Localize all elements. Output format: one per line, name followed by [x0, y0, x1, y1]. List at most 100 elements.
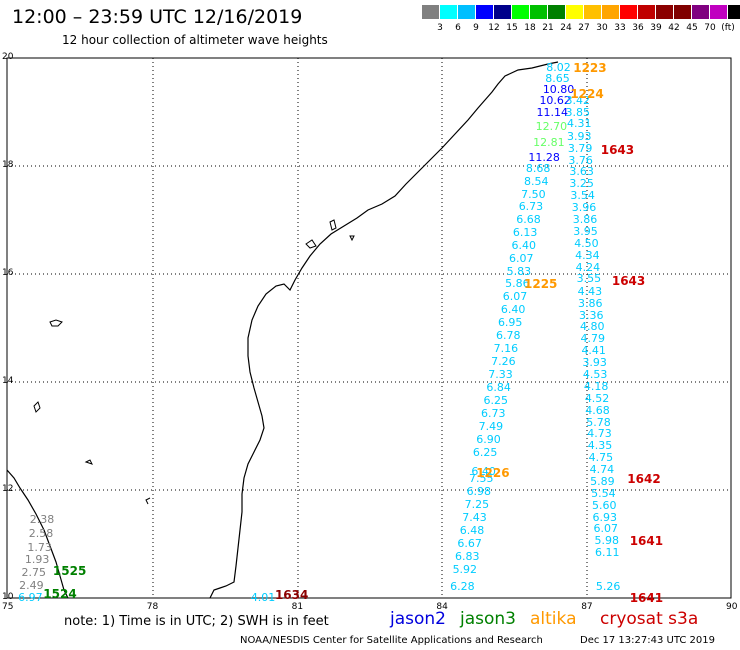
- wave-height-value: 3.86: [572, 213, 598, 226]
- wave-height-value: 6.78: [496, 329, 521, 343]
- page-title: 12:00 – 23:59 UTC 12/16/2019: [12, 6, 303, 28]
- wave-height-value: 3.86: [578, 296, 603, 310]
- wave-height-value: 6.97: [18, 591, 43, 604]
- wave-height-value: 6.73: [518, 200, 544, 214]
- x-tick-label: 90: [726, 602, 738, 612]
- wave-height-value: 6.48: [459, 524, 485, 538]
- wave-height-value: 4.31: [566, 117, 592, 131]
- wave-height-value: 6.25: [472, 445, 498, 459]
- wave-height-value: 6.40: [511, 238, 536, 252]
- scale-label: 24: [560, 23, 572, 33]
- y-tick-label: 18: [2, 160, 14, 170]
- wave-height-value: 6.93: [592, 510, 618, 524]
- scale-label: 6: [455, 23, 461, 33]
- wave-height-value: 7.33: [488, 367, 513, 381]
- scale-swatch: [476, 5, 493, 19]
- pass-time-label: 1226: [476, 465, 510, 480]
- scale-swatch: [494, 5, 511, 19]
- pass-time-label: 1524: [43, 587, 77, 602]
- wave-height-value: 6.07: [502, 290, 528, 304]
- wave-height-value: 5.92: [452, 562, 478, 576]
- scale-swatch: [422, 5, 439, 19]
- wave-height-value: 10.80: [542, 83, 575, 97]
- wave-height-value: 5.26: [595, 580, 621, 594]
- wave-height-value: 12.81: [533, 136, 565, 150]
- wave-height-value: 5.60: [592, 498, 617, 512]
- wave-height-value: 11.14: [536, 105, 569, 119]
- wave-height-value: 4.18: [583, 379, 609, 393]
- wave-height-value: 2.38: [29, 513, 55, 527]
- pass-time-label: 1525: [52, 564, 87, 578]
- footnote: note: 1) Time is in UTC; 2) SWH is in fe…: [64, 614, 329, 629]
- scale-swatch: [458, 5, 475, 19]
- x-tick-label: 78: [146, 602, 159, 612]
- wave-height-value: 4.75: [588, 451, 614, 465]
- wave-height-value: 7.50: [521, 187, 546, 201]
- wave-height-value: 7.25: [464, 498, 490, 512]
- wave-height-value: 8.65: [545, 72, 570, 86]
- wave-height-value: 5.78: [586, 415, 611, 429]
- credit-text: NOAA/NESDIS Center for Satellite Applica…: [240, 635, 543, 646]
- wave-height-value: 6.84: [486, 380, 511, 394]
- pass-time-label: 1641: [629, 534, 664, 549]
- y-tick-label: 12: [2, 484, 14, 494]
- pass-time-label: 1634: [274, 588, 309, 603]
- wave-height-value: 6.13: [512, 225, 538, 239]
- graticule: [7, 58, 731, 598]
- wave-height-value: 6.25: [483, 393, 508, 407]
- y-tick-label: 10: [2, 592, 14, 602]
- wave-height-value: 7.55: [468, 472, 494, 486]
- wave-height-value: 7.43: [462, 511, 487, 525]
- wave-height-value: 3.54: [570, 189, 595, 203]
- scale-swatch: [674, 5, 691, 19]
- wave-height-value: 2.58: [28, 527, 54, 541]
- scale-label: 39: [650, 23, 662, 33]
- legend-entry: jason2: [390, 609, 446, 629]
- wave-height-value: 3.95: [573, 224, 598, 238]
- scale-label: 33: [614, 23, 626, 33]
- scale-swatch: [656, 5, 673, 19]
- pass-time-label: 1643: [600, 143, 635, 158]
- scale-swatch: [530, 5, 547, 19]
- coastline: [209, 61, 559, 599]
- wave-height-value: 6.40: [500, 303, 526, 317]
- wave-height-value: 4.53: [582, 367, 608, 381]
- wave-height-value: 6.11: [594, 546, 620, 560]
- wave-height-value: 4.41: [581, 344, 606, 358]
- wave-height-value: 4.24: [575, 260, 601, 274]
- wave-height-value: 6.40: [471, 464, 496, 478]
- map-frame: [6, 57, 732, 599]
- wave-height-value: 10.62: [539, 94, 571, 108]
- x-tick-label: 75: [2, 602, 14, 612]
- pass-time-label: 1223: [573, 61, 607, 76]
- wave-height-value: 3.42: [565, 94, 591, 108]
- timestamp: Dec 17 13:27:43 UTC 2019: [580, 635, 715, 646]
- scale-swatch: [638, 5, 655, 19]
- scale-label: 9: [473, 23, 479, 33]
- pass-time-label: 1642: [627, 471, 661, 486]
- wave-height-value: 4.73: [587, 427, 612, 441]
- wave-height-value: 7.49: [478, 419, 504, 433]
- scale-label: 3: [437, 23, 443, 33]
- scale-swatch: [602, 5, 619, 19]
- page-subtitle: 12 hour collection of altimeter wave hei…: [62, 33, 328, 47]
- wave-height-value: 4.79: [580, 332, 605, 346]
- wave-height-value: 6.83: [454, 549, 480, 563]
- wave-height-value: 6.90: [476, 432, 501, 446]
- wave-height-value: 3.25: [569, 177, 594, 191]
- wave-height-value: 6.28: [450, 580, 475, 594]
- wave-height-value: 8.68: [525, 161, 551, 175]
- wave-height-value: 11.28: [528, 150, 560, 164]
- wave-height-value: 3.85: [565, 106, 591, 120]
- scale-label: 12: [488, 23, 500, 33]
- wave-height-value: 5.83: [506, 264, 532, 278]
- x-tick-label: 84: [436, 602, 448, 612]
- wave-height-value: 8.54: [524, 174, 549, 188]
- scale-label: (ft): [721, 23, 735, 33]
- wave-height-value: 12.70: [535, 120, 568, 134]
- scale-swatch: [728, 5, 740, 19]
- x-tick-label: 81: [291, 602, 304, 612]
- legend-entry: cryosat s3a: [600, 609, 699, 629]
